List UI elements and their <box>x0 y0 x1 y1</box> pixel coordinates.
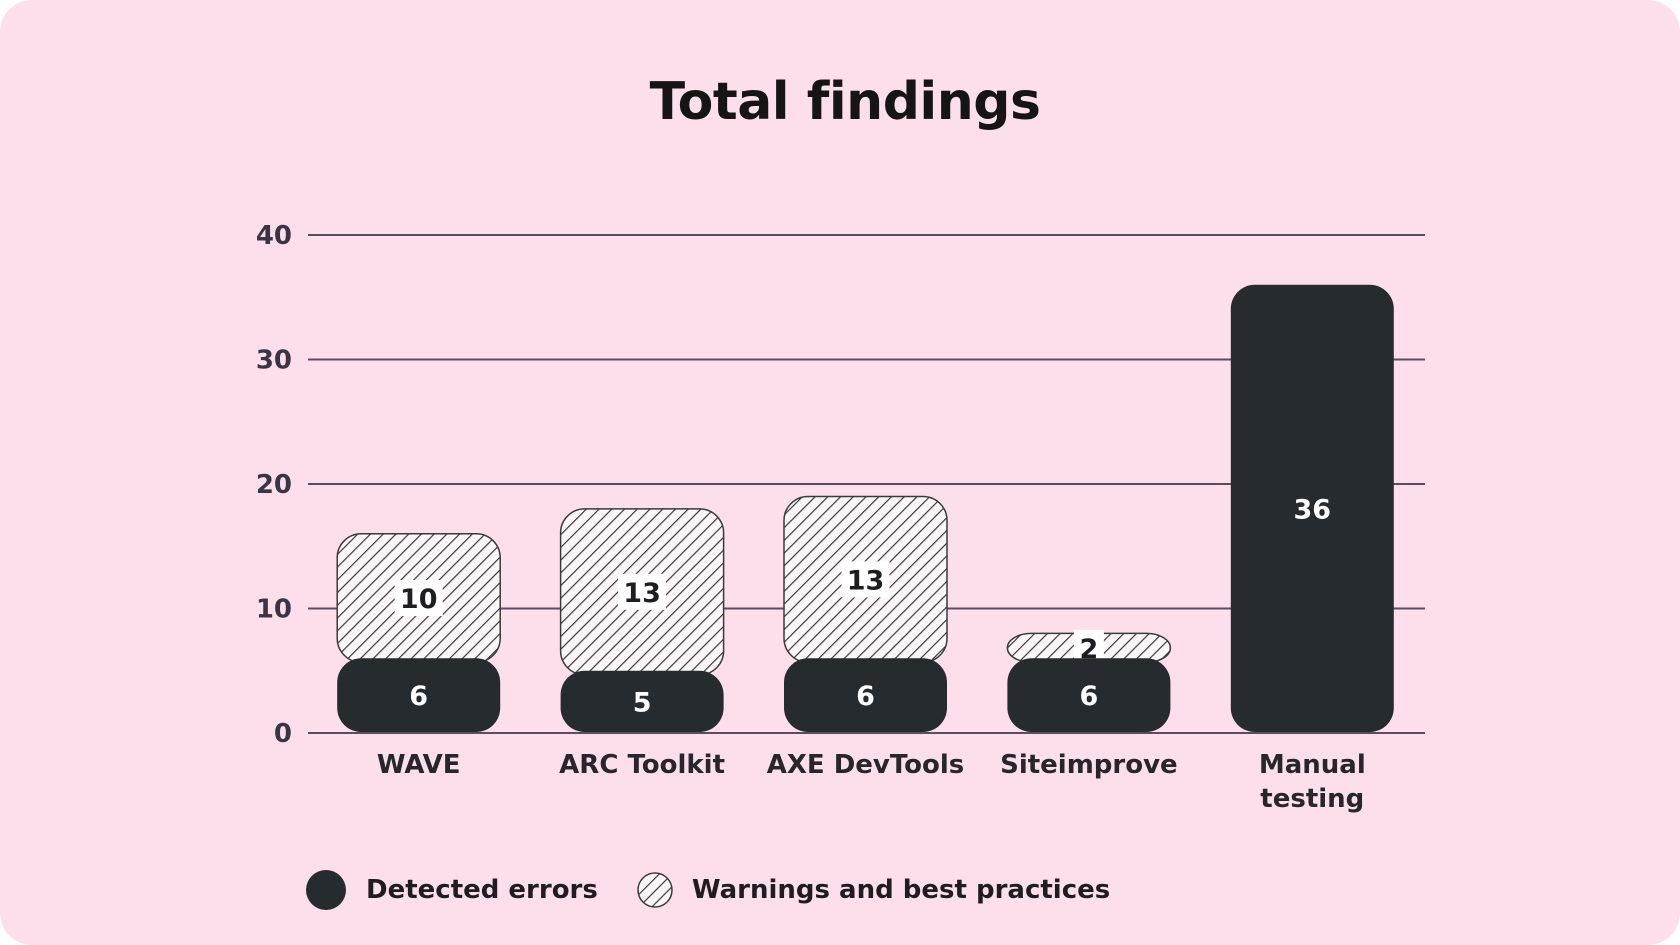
bar-detected-errors <box>1230 284 1394 732</box>
bar-detected-errors <box>560 670 724 732</box>
legend-label: Detected errors <box>366 875 598 905</box>
y-tick-label: 20 <box>256 470 292 500</box>
value-label-errors: 6 <box>856 681 875 712</box>
chart-title: Total findings <box>649 72 1041 132</box>
x-category-label: AXE DevTools <box>767 750 965 780</box>
y-tick-label: 0 <box>274 719 292 749</box>
value-label-bg <box>618 573 667 610</box>
legend-item-warnings: Warnings and best practices <box>636 871 1110 909</box>
value-label-warnings: 10 <box>400 584 438 615</box>
value-label-warnings: 13 <box>847 565 885 596</box>
x-category-label: ARC Toolkit <box>559 750 725 780</box>
bars: 10 6 13 5 13 6 2 6 36 <box>336 284 1394 732</box>
x-category-label: Siteimprove <box>1000 750 1178 780</box>
legend-swatch-solid <box>306 870 346 910</box>
value-label-errors: 5 <box>633 687 652 718</box>
value-label-errors: 6 <box>1080 681 1099 712</box>
y-tick-label: 10 <box>256 595 292 625</box>
bar-detected-errors <box>337 658 501 732</box>
x-axis-labels: WAVE ARC Toolkit AXE DevTools Siteimprove Ma… <box>377 750 1366 814</box>
bar-detected-errors <box>784 658 947 732</box>
value-label-errors: 36 <box>1294 494 1332 525</box>
y-tick-label: 40 <box>256 221 292 251</box>
legend-swatch-hatched <box>637 872 673 908</box>
x-category-label: testing <box>1260 784 1364 814</box>
value-label-bg <box>841 561 890 598</box>
legend-item-detected-errors: Detected errors <box>306 870 598 910</box>
y-axis-ticks: 0 10 20 30 40 <box>256 221 292 749</box>
value-label-warnings: 2 <box>1080 634 1099 665</box>
value-label-errors: 6 <box>409 681 428 712</box>
legend-label: Warnings and best practices <box>691 875 1111 905</box>
bar-detected-errors <box>1007 658 1171 732</box>
x-category-label: Manual <box>1259 750 1366 780</box>
legend: Detected errors Warnings and best practi… <box>306 868 1148 912</box>
y-tick-label: 30 <box>256 346 292 376</box>
value-label-bg <box>394 580 443 617</box>
value-label-warnings: 13 <box>623 578 661 609</box>
x-category-label: WAVE <box>377 750 461 780</box>
